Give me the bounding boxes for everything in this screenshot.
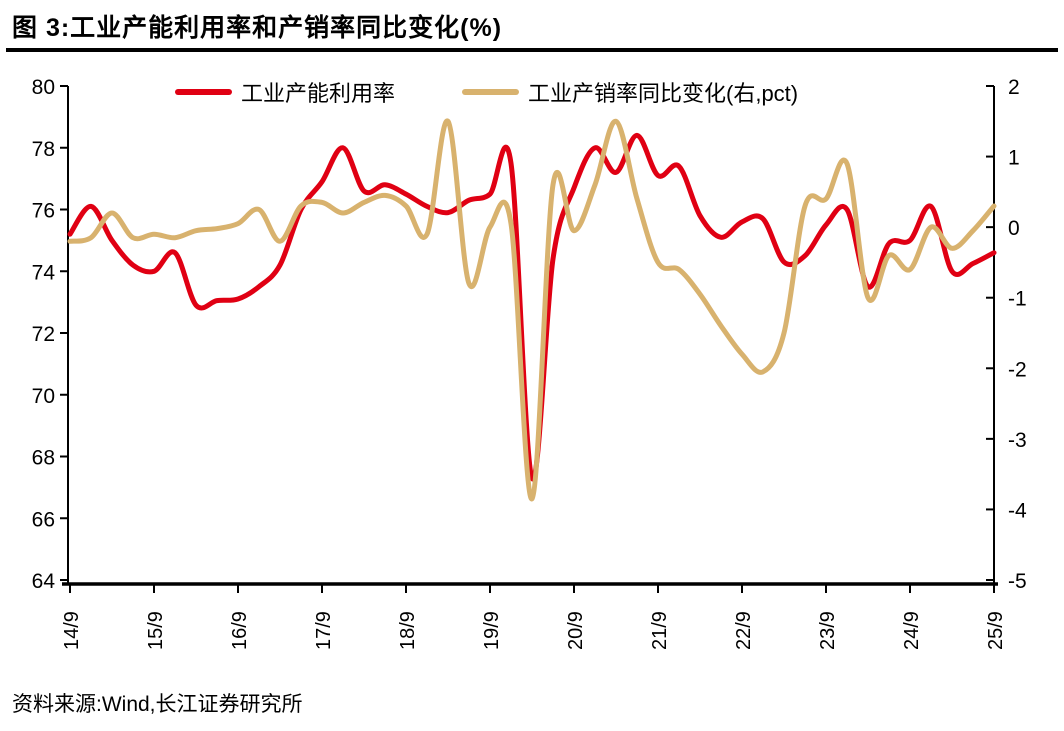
series-line-sales-ratio-yoy (67, 118, 997, 502)
left-axis-tick-label: 64 (32, 570, 56, 593)
legend-label-sales-ratio-yoy: 工业产销率同比变化(右,pct) (528, 81, 799, 106)
x-axis-tick-label: 14/9 (61, 611, 83, 650)
right-axis-tick-label: -1 (1008, 288, 1027, 311)
x-axis-tick-label: 23/9 (817, 611, 839, 650)
legend-line-capacity-utilization-icon (175, 89, 232, 95)
x-axis-tick-label: 24/9 (901, 611, 923, 650)
x-axis-tick-label: 16/9 (229, 611, 251, 650)
series-line-capacity-utilization (67, 132, 997, 482)
right-axis-tick-label: -2 (1008, 358, 1027, 381)
right-axis-tick-label: 0 (1008, 217, 1020, 240)
x-axis-tick-label: 19/9 (481, 611, 503, 650)
right-axis-tick-label: -3 (1008, 429, 1027, 452)
x-axis-tick-label: 22/9 (733, 611, 755, 650)
x-axis-tick-label: 18/9 (397, 611, 419, 650)
title-divider (6, 48, 1058, 52)
x-axis-tick-label: 21/9 (649, 611, 671, 650)
source-note: 资料来源:Wind,长江证券研究所 (12, 693, 303, 716)
legend-label-capacity-utilization: 工业产能利用率 (241, 81, 396, 106)
x-axis-tick-label: 17/9 (313, 611, 335, 650)
right-axis-tick-label: -4 (1008, 499, 1027, 522)
right-axis-tick-label: -5 (1008, 570, 1027, 593)
x-axis-tick-label: 15/9 (145, 611, 167, 650)
left-axis-tick-label: 74 (32, 261, 56, 284)
legend-line-sales-ratio-yoy-icon (462, 89, 519, 95)
x-axis-tick-label: 25/9 (985, 611, 1007, 650)
right-axis-tick-label: 2 (1008, 76, 1020, 99)
right-axis-tick-label: 1 (1008, 147, 1020, 170)
left-axis-tick-label: 78 (32, 138, 55, 161)
left-axis-tick-label: 72 (32, 323, 55, 346)
left-axis-tick-label: 68 (32, 447, 55, 470)
figure-title: 图 3:工业产能利用率和产销率同比变化(%) (12, 14, 503, 42)
left-axis-tick-label: 70 (32, 385, 55, 408)
left-axis-tick-label: 66 (32, 508, 55, 531)
x-axis-tick-label: 20/9 (565, 611, 587, 650)
legend-item-capacity-utilization: 工业产能利用率 (175, 81, 395, 106)
legend-item-sales-ratio-yoy: 工业产销率同比变化(右,pct) (462, 81, 798, 106)
left-axis-tick-label: 80 (32, 76, 55, 99)
left-axis-tick-label: 76 (32, 200, 55, 223)
